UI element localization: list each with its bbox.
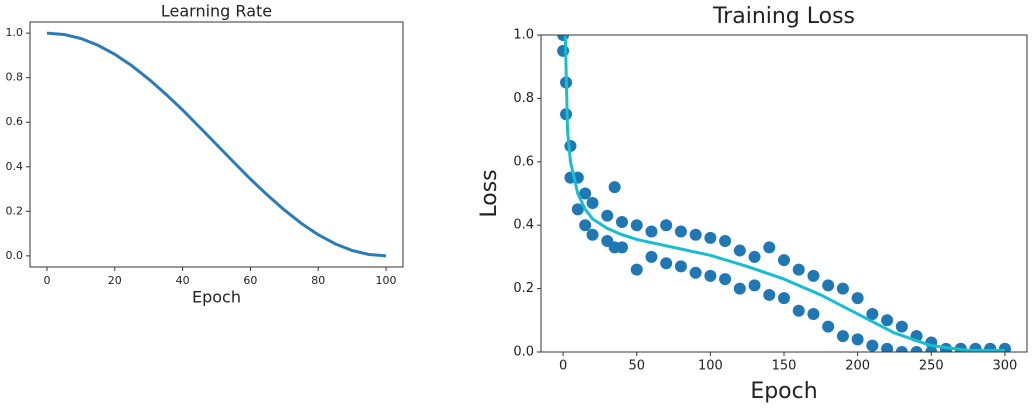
x-tick-label: 50 [628, 359, 645, 374]
plot [46, 31, 387, 258]
y-tick-label: 0.4 [6, 160, 24, 173]
loss-point [895, 346, 908, 352]
loss-point [881, 314, 894, 327]
loss-point [822, 320, 835, 333]
x-tick-label: 40 [176, 274, 190, 287]
y-tick-label: 0.2 [513, 281, 534, 296]
loss-point [557, 44, 570, 57]
loss-point [836, 282, 849, 295]
x-tick-label: 100 [698, 359, 723, 374]
loss-point [571, 203, 584, 216]
loss-point [763, 288, 776, 301]
loss-point [910, 346, 923, 352]
loss-point [674, 225, 687, 238]
y-tick-label: 0.0 [513, 345, 534, 360]
loss-point [836, 330, 849, 343]
loss-point [866, 339, 879, 352]
loss-point [586, 228, 599, 241]
y-tick-label: 0.6 [6, 115, 24, 128]
x-tick-label: 60 [243, 274, 257, 287]
loss-point [630, 219, 643, 232]
chart-title: Training Loss [712, 4, 855, 29]
loss-point [660, 219, 673, 232]
loss-point [704, 269, 717, 282]
loss-point [586, 197, 599, 210]
loss-point [689, 228, 702, 241]
loss-point [778, 254, 790, 267]
chart-title: Learning Rate [161, 2, 272, 21]
loss-point [645, 225, 658, 238]
y-tick-label: 0.4 [513, 218, 534, 233]
y-tick-label: 0.8 [6, 71, 24, 84]
loss-point [579, 187, 592, 200]
lr-line [46, 31, 387, 258]
loss-point [763, 241, 776, 254]
loss-point [704, 231, 717, 244]
axes-frame [540, 34, 1028, 353]
loss-point [674, 260, 687, 273]
loss-point [792, 304, 805, 317]
loss-point [792, 263, 805, 276]
loss-point [851, 333, 864, 346]
loss-point [601, 209, 614, 222]
plot [557, 35, 1011, 352]
x-tick-label: 200 [845, 359, 870, 374]
x-tick-label: 250 [919, 359, 944, 374]
loss-point [608, 181, 621, 194]
loss-point [866, 307, 879, 320]
loss-point [807, 269, 820, 282]
x-axis-label: Epoch [750, 379, 817, 404]
loss-point [689, 266, 702, 279]
y-tick-label: 0.6 [513, 154, 534, 169]
loss-point [733, 282, 746, 295]
x-tick-label: 20 [108, 274, 122, 287]
loss-point [895, 320, 908, 333]
loss-point [748, 279, 761, 292]
loss-point [616, 216, 628, 229]
y-tick-label: 1.0 [6, 26, 24, 39]
loss-point [733, 244, 746, 257]
x-axis-label: Epoch [192, 288, 241, 307]
loss-point [660, 257, 673, 270]
y-tick-label: 0.2 [6, 204, 24, 217]
y-axis-label: Loss [477, 169, 502, 217]
x-tick-label: 300 [992, 359, 1017, 374]
loss-point [719, 235, 732, 248]
loss-point [719, 273, 732, 286]
loss-point [630, 263, 643, 276]
loss-point [984, 342, 997, 352]
loss-point [881, 342, 894, 352]
x-tick-label: 0 [43, 274, 50, 287]
loss-point [579, 219, 592, 232]
loss-point [851, 292, 864, 305]
loss-point [969, 342, 982, 352]
axes-frame [29, 21, 404, 268]
y-tick-label: 1.0 [513, 28, 534, 43]
x-tick-label: 150 [772, 359, 797, 374]
loss-point [616, 241, 628, 254]
loss-point [645, 250, 658, 263]
loss-point [748, 250, 761, 263]
loss-point [778, 292, 790, 305]
loss-point [822, 279, 835, 292]
x-tick-label: 100 [376, 274, 397, 287]
y-tick-label: 0.0 [6, 249, 24, 262]
x-tick-label: 80 [311, 274, 325, 287]
x-tick-label: 0 [559, 359, 567, 374]
trend-line [563, 35, 1005, 352]
y-tick-label: 0.8 [513, 91, 534, 106]
loss-point [807, 307, 820, 320]
